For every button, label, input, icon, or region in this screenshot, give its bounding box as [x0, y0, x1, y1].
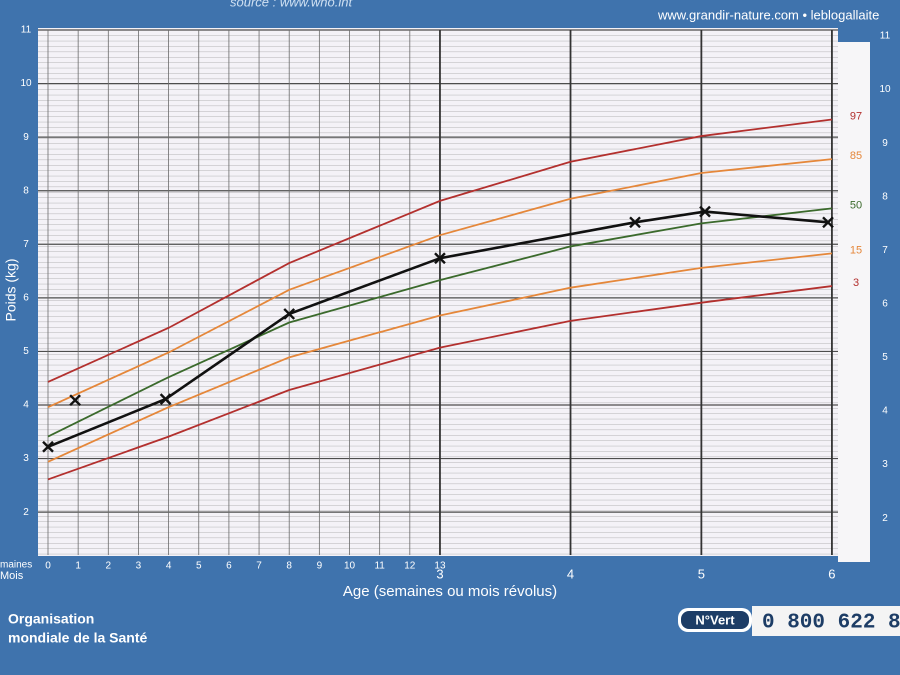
- x-tick-label: 5: [196, 561, 202, 572]
- x-tick-label: 12: [404, 561, 416, 572]
- data-point: [283, 308, 296, 320]
- x2-tick-label: 3: [436, 566, 443, 581]
- hotline-box: [752, 606, 900, 636]
- curve-label: 97: [850, 110, 862, 122]
- hotline-badge-inner: [681, 611, 749, 629]
- y-tick-label-right: 6: [882, 298, 888, 309]
- y-tick-label-right: 3: [882, 459, 888, 470]
- y-tick-label-right: 5: [882, 352, 888, 363]
- y-tick-label-right: 11: [880, 31, 891, 42]
- minor-grid: [38, 28, 838, 556]
- right-margin: [838, 42, 870, 562]
- curve-label: 3: [853, 277, 859, 289]
- hotline-number: 0 800 622 8: [762, 612, 900, 635]
- x2-tick-label: 4: [567, 566, 574, 581]
- x-tick-label: 11: [374, 561, 385, 572]
- y-tick-label: 4: [23, 400, 29, 411]
- y-tick-label: 9: [23, 132, 29, 143]
- curve-label: 15: [850, 244, 862, 256]
- data-point: [629, 216, 641, 229]
- x-tick-label: 3: [136, 561, 142, 572]
- x-tick-label: 0: [45, 561, 51, 572]
- y-tick-label: 5: [23, 346, 29, 357]
- x-tick-label: 13: [434, 561, 446, 572]
- source: source : www.who.int: [230, 0, 353, 9]
- curve-label: 50: [850, 199, 862, 211]
- y-tick-label: 11: [21, 25, 32, 36]
- data-point: [69, 394, 81, 407]
- data-point: [699, 205, 711, 218]
- y-tick-label-right: 4: [882, 406, 888, 417]
- data-point: [159, 393, 172, 405]
- curve-label: 85: [850, 150, 862, 162]
- series-line: [47, 207, 833, 438]
- x-tick-label: 4: [166, 561, 172, 572]
- x-tick-label: 1: [75, 561, 81, 572]
- website: www.grandir-nature.com • leblogallaite: [657, 7, 879, 22]
- hotline-badge: N°Vert: [695, 612, 735, 627]
- y-tick-label: 6: [23, 292, 29, 303]
- y-tick-label-right: 2: [882, 513, 888, 524]
- series-line: [47, 285, 833, 481]
- x-tick-label: 10: [344, 561, 356, 572]
- y-tick-label: 2: [23, 507, 29, 518]
- series-line: [47, 252, 833, 463]
- x-axis-label: Age (semaines ou mois révolus): [343, 583, 557, 600]
- y-tick-label-right: 9: [882, 138, 888, 149]
- y-tick-label-right: 10: [879, 84, 891, 95]
- y-tick-label-right: 7: [882, 245, 888, 256]
- data-point: [434, 252, 446, 265]
- y-tick-label: 8: [23, 185, 29, 196]
- y-tick-label: 10: [20, 78, 32, 89]
- week-label: maines: [0, 560, 32, 571]
- series-line: [47, 158, 833, 408]
- x-tick-label: 2: [106, 561, 112, 572]
- y-axis-label: Poids (kg): [3, 258, 19, 321]
- month-label: Mois: [0, 570, 24, 582]
- x-tick-label: 9: [317, 561, 323, 572]
- organisation: Organisation: [8, 611, 94, 627]
- x2-tick-label: 5: [698, 566, 705, 581]
- series-line: [47, 118, 833, 383]
- y-tick-label: 3: [23, 453, 29, 464]
- data-point: [42, 440, 54, 453]
- y-tick-label-right: 8: [882, 191, 888, 202]
- data-point: [822, 216, 834, 229]
- x2-tick-label: 6: [828, 566, 835, 581]
- x-tick-label: 6: [226, 561, 232, 572]
- y-tick-label: 7: [23, 239, 29, 250]
- x-tick-label: 8: [286, 561, 292, 572]
- organisation: mondiale de la Santé: [8, 630, 147, 646]
- x-tick-label: 7: [256, 561, 262, 572]
